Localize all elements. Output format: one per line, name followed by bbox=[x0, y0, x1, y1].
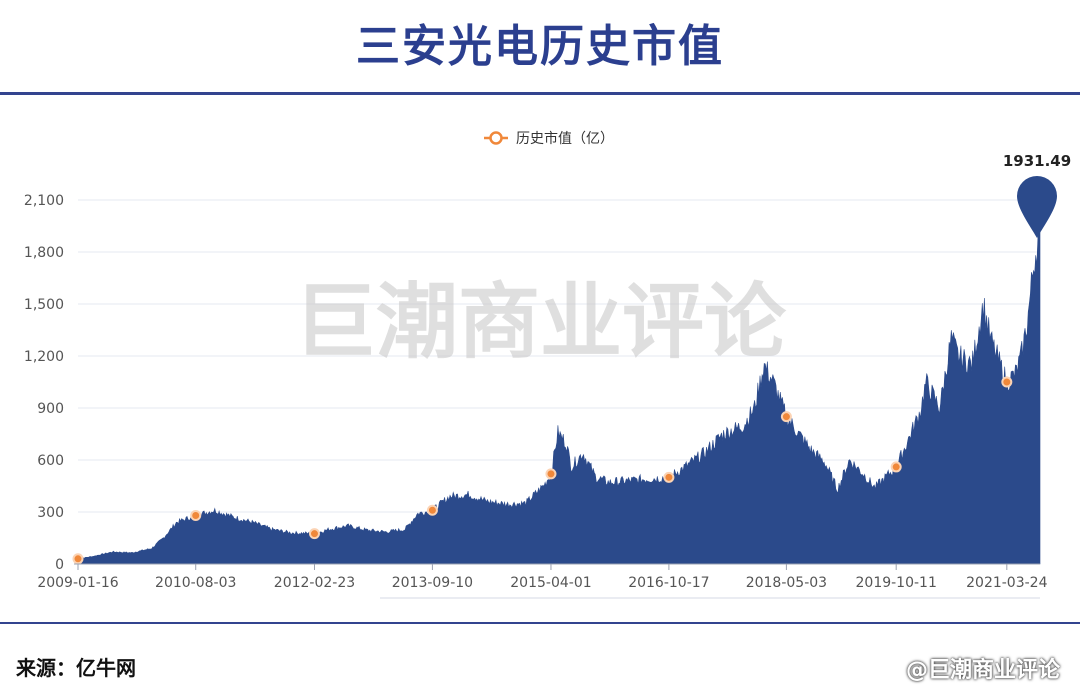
data-point-marker bbox=[72, 553, 84, 565]
series-markers bbox=[72, 376, 1013, 565]
y-tick-label: 900 bbox=[37, 401, 64, 417]
x-tick-label: 2013-09-10 bbox=[392, 575, 473, 591]
data-point-marker bbox=[890, 461, 902, 473]
top-divider bbox=[0, 92, 1080, 95]
max-value-pin: 1931.49 bbox=[1003, 152, 1071, 238]
data-point-marker bbox=[190, 509, 202, 521]
x-tick-label: 2016-10-17 bbox=[628, 575, 709, 591]
market-cap-chart: 巨潮商业评论 0 300 600 900 1,200 1,500 1,800 2,100 20… bbox=[24, 130, 1071, 599]
x-tick-label: 2021-03-24 bbox=[966, 575, 1047, 591]
legend[interactable]: 历史市值（亿） bbox=[484, 130, 614, 147]
x-tick-label: 2012-02-23 bbox=[274, 575, 355, 591]
y-axis: 0 300 600 900 1,200 1,500 1,800 2,100 bbox=[24, 193, 64, 573]
source-label: 来源：亿牛网 bbox=[16, 656, 136, 680]
y-tick-label: 1,200 bbox=[24, 349, 64, 365]
y-tick-label: 1,800 bbox=[24, 245, 64, 261]
page-title: 三安光电历史市值 bbox=[356, 21, 724, 72]
x-tick-label: 2009-01-16 bbox=[37, 575, 118, 591]
data-point-marker bbox=[663, 471, 675, 483]
bottom-divider bbox=[0, 622, 1080, 624]
max-pin-shape bbox=[1017, 176, 1057, 238]
legend-marker bbox=[489, 131, 503, 145]
x-tick-label: 2010-08-03 bbox=[155, 575, 236, 591]
y-tick-label: 300 bbox=[37, 505, 64, 521]
y-tick-label: 0 bbox=[55, 557, 64, 573]
max-value-label: 1931.49 bbox=[1003, 152, 1071, 170]
legend-label: 历史市值（亿） bbox=[516, 130, 614, 147]
x-axis: 2009-01-16 2010-08-03 2012-02-23 2013-09-10… bbox=[37, 563, 1048, 599]
area-series bbox=[77, 222, 1041, 565]
y-tick-label: 2,100 bbox=[24, 193, 64, 209]
area-fill bbox=[77, 222, 1041, 565]
data-point-marker bbox=[1001, 376, 1013, 388]
data-point-marker bbox=[780, 411, 792, 423]
credit-label: @巨潮商业评论 bbox=[905, 658, 1060, 683]
data-point-marker bbox=[426, 504, 438, 516]
data-point-marker bbox=[308, 528, 320, 540]
watermark-text: 巨潮商业评论 bbox=[294, 275, 787, 370]
x-tick-label: 2018-05-03 bbox=[746, 575, 827, 591]
data-point-marker bbox=[545, 468, 557, 480]
y-tick-label: 1,500 bbox=[24, 297, 64, 313]
x-tick-label: 2019-10-11 bbox=[856, 575, 937, 591]
x-tick-label: 2015-04-01 bbox=[510, 575, 591, 591]
y-tick-label: 600 bbox=[37, 453, 64, 469]
